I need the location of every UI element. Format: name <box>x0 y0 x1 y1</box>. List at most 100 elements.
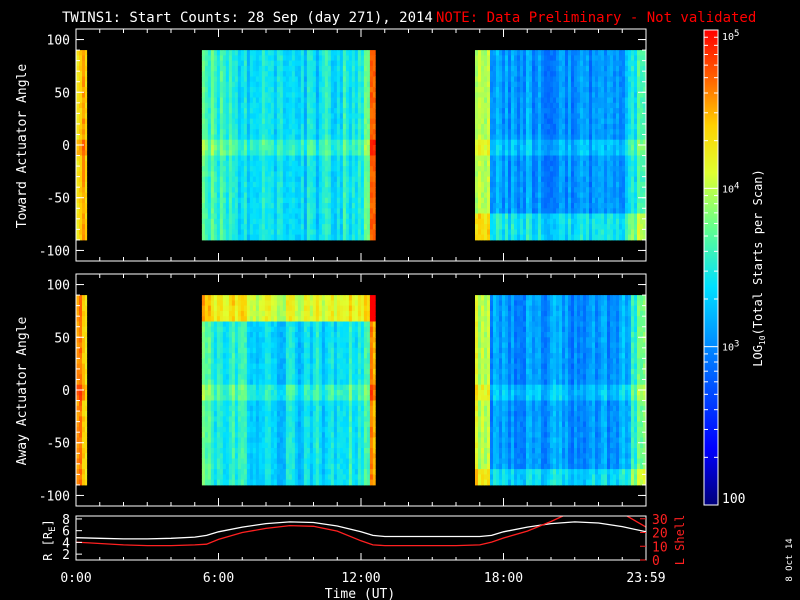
heatmap-cell <box>261 224 266 230</box>
heatmap-cell <box>550 81 554 88</box>
heatmap-cell <box>631 129 635 135</box>
heatmap-cell <box>583 224 587 230</box>
heatmap-cell <box>201 416 206 423</box>
heatmap-cell <box>613 129 617 135</box>
heatmap-cell <box>369 229 374 236</box>
heatmap-cell <box>282 134 287 141</box>
heatmap-cell <box>237 50 242 56</box>
heatmap-cell <box>231 160 236 167</box>
heatmap-cell <box>342 65 347 72</box>
heatmap-cell <box>273 113 278 120</box>
heatmap-cell <box>216 50 221 56</box>
heatmap-cell <box>520 102 524 109</box>
heatmap-cell <box>336 113 341 120</box>
heatmap-cell <box>315 65 320 72</box>
heatmap-cell <box>354 166 359 172</box>
heatmap-cell <box>538 139 542 146</box>
heatmap-cell <box>222 81 227 88</box>
heatmap-cell <box>231 208 236 215</box>
heatmap-cell <box>204 332 209 338</box>
heatmap-cell <box>237 305 242 312</box>
heatmap-cell <box>207 187 212 193</box>
heatmap-cell <box>225 50 230 56</box>
heatmap-cell <box>267 187 272 193</box>
heatmap-cell <box>354 65 359 72</box>
heatmap-cell <box>610 123 614 130</box>
heatmap-cell <box>82 437 86 444</box>
heatmap-cell <box>502 160 506 167</box>
heatmap-cell <box>282 160 287 167</box>
heatmap-cell <box>562 150 566 157</box>
heatmap-cell <box>264 139 269 146</box>
heatmap-cell <box>201 300 206 307</box>
heatmap-cell <box>601 203 605 209</box>
heatmap-cell <box>577 187 581 193</box>
heatmap-cell <box>541 118 545 125</box>
heatmap-cell <box>613 150 617 157</box>
heatmap-cell <box>282 129 287 135</box>
heatmap-cell <box>240 50 245 56</box>
heatmap-cell <box>264 160 269 167</box>
heatmap-cell <box>351 65 356 72</box>
heatmap-cell <box>592 60 596 67</box>
heatmap-cell <box>475 76 479 83</box>
heatmap-cell <box>517 50 521 56</box>
heatmap-cell <box>517 81 521 88</box>
heatmap-cell <box>532 197 536 204</box>
heatmap-cell <box>312 150 317 157</box>
heatmap-cell <box>204 363 209 370</box>
heatmap-cell <box>541 150 545 157</box>
heatmap-cell <box>213 305 218 312</box>
heatmap-cell <box>231 448 236 454</box>
heatmap-cell <box>547 123 551 130</box>
heatmap-cell <box>309 139 314 146</box>
heatmap-cell <box>643 87 647 93</box>
heatmap-cell <box>201 421 206 428</box>
heatmap-cell <box>207 474 212 481</box>
heatmap-cell <box>562 187 566 193</box>
heatmap-cell <box>610 92 614 99</box>
heatmap-cell <box>526 150 530 157</box>
heatmap-cell <box>475 234 479 241</box>
heatmap-cell <box>577 155 581 162</box>
heatmap-cell <box>285 123 290 130</box>
heatmap-cell <box>315 102 320 109</box>
heatmap-cell <box>348 208 353 215</box>
heatmap-cell <box>565 166 569 172</box>
heatmap-cell <box>508 123 512 130</box>
heatmap-cell <box>514 234 518 241</box>
heatmap-cell <box>333 218 338 225</box>
heatmap-cell <box>270 108 275 114</box>
heatmap-cell <box>562 181 566 188</box>
heatmap-cell <box>324 160 329 167</box>
heatmap-cell <box>553 218 557 225</box>
heatmap-cell <box>616 129 620 135</box>
heatmap-cell <box>288 171 293 178</box>
heatmap-cell <box>234 229 239 236</box>
heatmap-cell <box>556 213 560 220</box>
heatmap-cell <box>586 92 590 99</box>
heatmap-cell <box>288 176 293 183</box>
heatmap-cell <box>79 432 83 438</box>
heatmap-cell <box>312 134 317 141</box>
heatmap-cell <box>291 92 296 99</box>
heatmap-cell <box>228 426 233 433</box>
heatmap-cell <box>240 81 245 88</box>
heatmap-cell <box>318 150 323 157</box>
heatmap-cell <box>79 395 83 402</box>
heatmap-cell <box>201 353 206 359</box>
heatmap-cell <box>309 97 314 104</box>
heatmap-cell <box>234 326 239 333</box>
heatmap-cell <box>240 76 245 83</box>
heatmap-cell <box>616 123 620 130</box>
heatmap-cell <box>201 118 206 125</box>
heatmap-cell <box>333 197 338 204</box>
heatmap-cell <box>580 192 584 199</box>
heatmap-cell <box>324 192 329 199</box>
heatmap-cell <box>475 97 479 104</box>
heatmap-cell <box>547 224 551 230</box>
heatmap-cell <box>598 197 602 204</box>
heatmap-cell <box>499 123 503 130</box>
heatmap-cell <box>577 134 581 141</box>
heatmap-cell <box>616 155 620 162</box>
